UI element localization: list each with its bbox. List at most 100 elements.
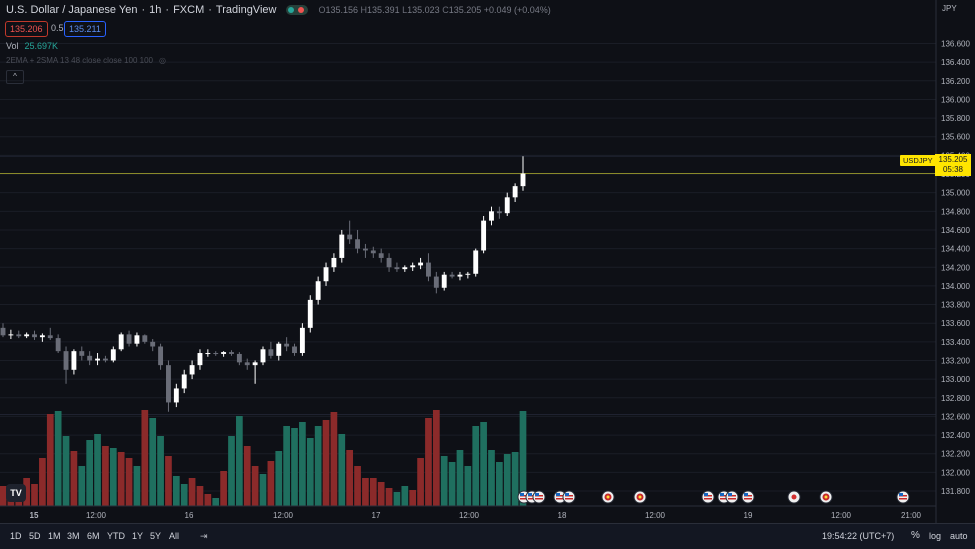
candle-body <box>142 335 148 342</box>
event-circle <box>896 490 910 504</box>
event-flag-icon[interactable] <box>633 490 647 504</box>
event-flag-icon[interactable] <box>601 490 615 504</box>
candle-body <box>299 327 305 354</box>
range-all-button[interactable]: All <box>169 531 180 541</box>
time-tick-label: 18 <box>558 511 567 520</box>
last-price-tag: 135.205 05:38 <box>935 154 971 176</box>
volume-bar <box>432 410 440 506</box>
volume-bar <box>94 434 101 506</box>
event-flag-icon[interactable] <box>819 490 833 504</box>
time-tick-label: 17 <box>372 511 381 520</box>
flag-stripe <box>899 498 907 500</box>
volume-bar <box>157 436 164 506</box>
range-5d-button[interactable]: 5D <box>29 531 41 541</box>
percent-scale-button[interactable]: % <box>911 530 920 541</box>
candle-body <box>63 351 69 370</box>
event-flag-icon[interactable] <box>562 490 576 504</box>
candle-body <box>252 362 258 366</box>
volume-bar <box>54 411 62 506</box>
range-ytd-button[interactable]: YTD <box>107 531 125 541</box>
price-tick-label: 132.400 <box>941 431 970 440</box>
auto-scale-button[interactable]: auto <box>950 531 968 541</box>
candle-body <box>205 353 211 355</box>
candle-body <box>520 173 526 187</box>
candle-body <box>16 334 22 337</box>
volume-bar <box>291 428 298 506</box>
price-tick-label: 135.600 <box>941 133 970 142</box>
volume-bar <box>283 426 290 506</box>
candle-body <box>79 351 85 356</box>
range-1d-button[interactable]: 1D <box>10 531 22 541</box>
range-6m-button[interactable]: 6M <box>87 531 100 541</box>
event-flag-icon[interactable] <box>553 490 567 504</box>
time-tick-label: 21:00 <box>901 511 922 520</box>
eye-hidden-icon[interactable]: ◎ <box>158 56 166 65</box>
volume-bar <box>448 462 456 506</box>
buy-price-button[interactable]: 135.211 <box>64 21 106 37</box>
event-flag-icon[interactable] <box>532 490 546 504</box>
volume-bar <box>133 466 141 506</box>
volume-bar <box>117 452 125 506</box>
candle-body <box>394 267 400 270</box>
event-flag-icon[interactable] <box>787 490 801 504</box>
candle-body <box>402 267 408 270</box>
volume-bar <box>102 446 109 506</box>
economic-events <box>517 490 910 504</box>
event-flag-icon[interactable] <box>701 490 715 504</box>
volume-legend: Vol 25.697K <box>6 41 59 51</box>
candle-body <box>418 262 424 266</box>
price-tick-label: 134.400 <box>941 245 970 254</box>
price-tick-label: 132.800 <box>941 394 970 403</box>
candle-body <box>221 352 227 354</box>
price-axis-bg <box>936 0 975 523</box>
range-1y-button[interactable]: 1Y <box>132 531 144 541</box>
range-3m-button[interactable]: 3M <box>67 531 80 541</box>
time-tick-label: 12:00 <box>459 511 480 520</box>
candle-body <box>473 250 479 274</box>
chevron-up-icon[interactable]: ^ <box>6 70 24 84</box>
volume-bar <box>314 426 322 506</box>
range-1m-button[interactable]: 1M <box>48 531 61 541</box>
flag-canton <box>704 493 708 496</box>
interval-label[interactable]: 1h <box>149 4 162 16</box>
symbol-title[interactable]: U.S. Dollar / Japanese Yen <box>6 4 138 16</box>
event-flag-icon[interactable] <box>741 490 755 504</box>
tradingview-logo-icon[interactable]: TV <box>6 484 26 502</box>
volume-bar <box>212 498 220 506</box>
indicator-legend[interactable]: 2EMA + 2SMA 13 48 close close 100 100 ◎ <box>6 56 166 65</box>
currency-label[interactable]: JPY <box>942 4 957 13</box>
volume-bar <box>109 448 117 506</box>
range-5y-button[interactable]: 5Y <box>150 531 162 541</box>
price-tick-label: 131.800 <box>941 487 970 496</box>
volume-bar <box>401 486 409 506</box>
date-range-icon[interactable]: ⇥ <box>200 531 208 541</box>
volume-bar <box>39 458 46 506</box>
price-tick-label: 133.200 <box>941 356 970 365</box>
flag-stripe <box>556 498 564 500</box>
time-tick-label: 12:00 <box>273 511 294 520</box>
sell-price-button[interactable]: 135.206 <box>5 21 48 37</box>
volume-bar <box>306 438 314 506</box>
time-tick-label: 19 <box>744 511 753 520</box>
price-tick-label: 136.000 <box>941 95 970 104</box>
price-tick-label: 134.200 <box>941 263 970 272</box>
flag-canton <box>744 493 748 496</box>
candle-body <box>504 197 510 214</box>
volume-bar <box>180 484 188 506</box>
market-status-toggle[interactable] <box>286 5 309 15</box>
price-tick-label: 134.000 <box>941 282 970 291</box>
candle-body <box>32 334 37 338</box>
candle-body <box>347 234 353 240</box>
candle-body <box>410 265 416 268</box>
candle-body <box>118 334 124 350</box>
volume-bar <box>78 466 86 506</box>
candle-body <box>39 335 45 338</box>
clock[interactable]: 19:54:22 (UTC+7) <box>822 531 895 541</box>
log-scale-button[interactable]: log <box>929 531 942 541</box>
event-flag-icon[interactable] <box>725 490 739 504</box>
volume-bar <box>322 420 330 506</box>
flag-stripe <box>728 498 736 500</box>
event-flag-icon[interactable] <box>896 490 910 504</box>
